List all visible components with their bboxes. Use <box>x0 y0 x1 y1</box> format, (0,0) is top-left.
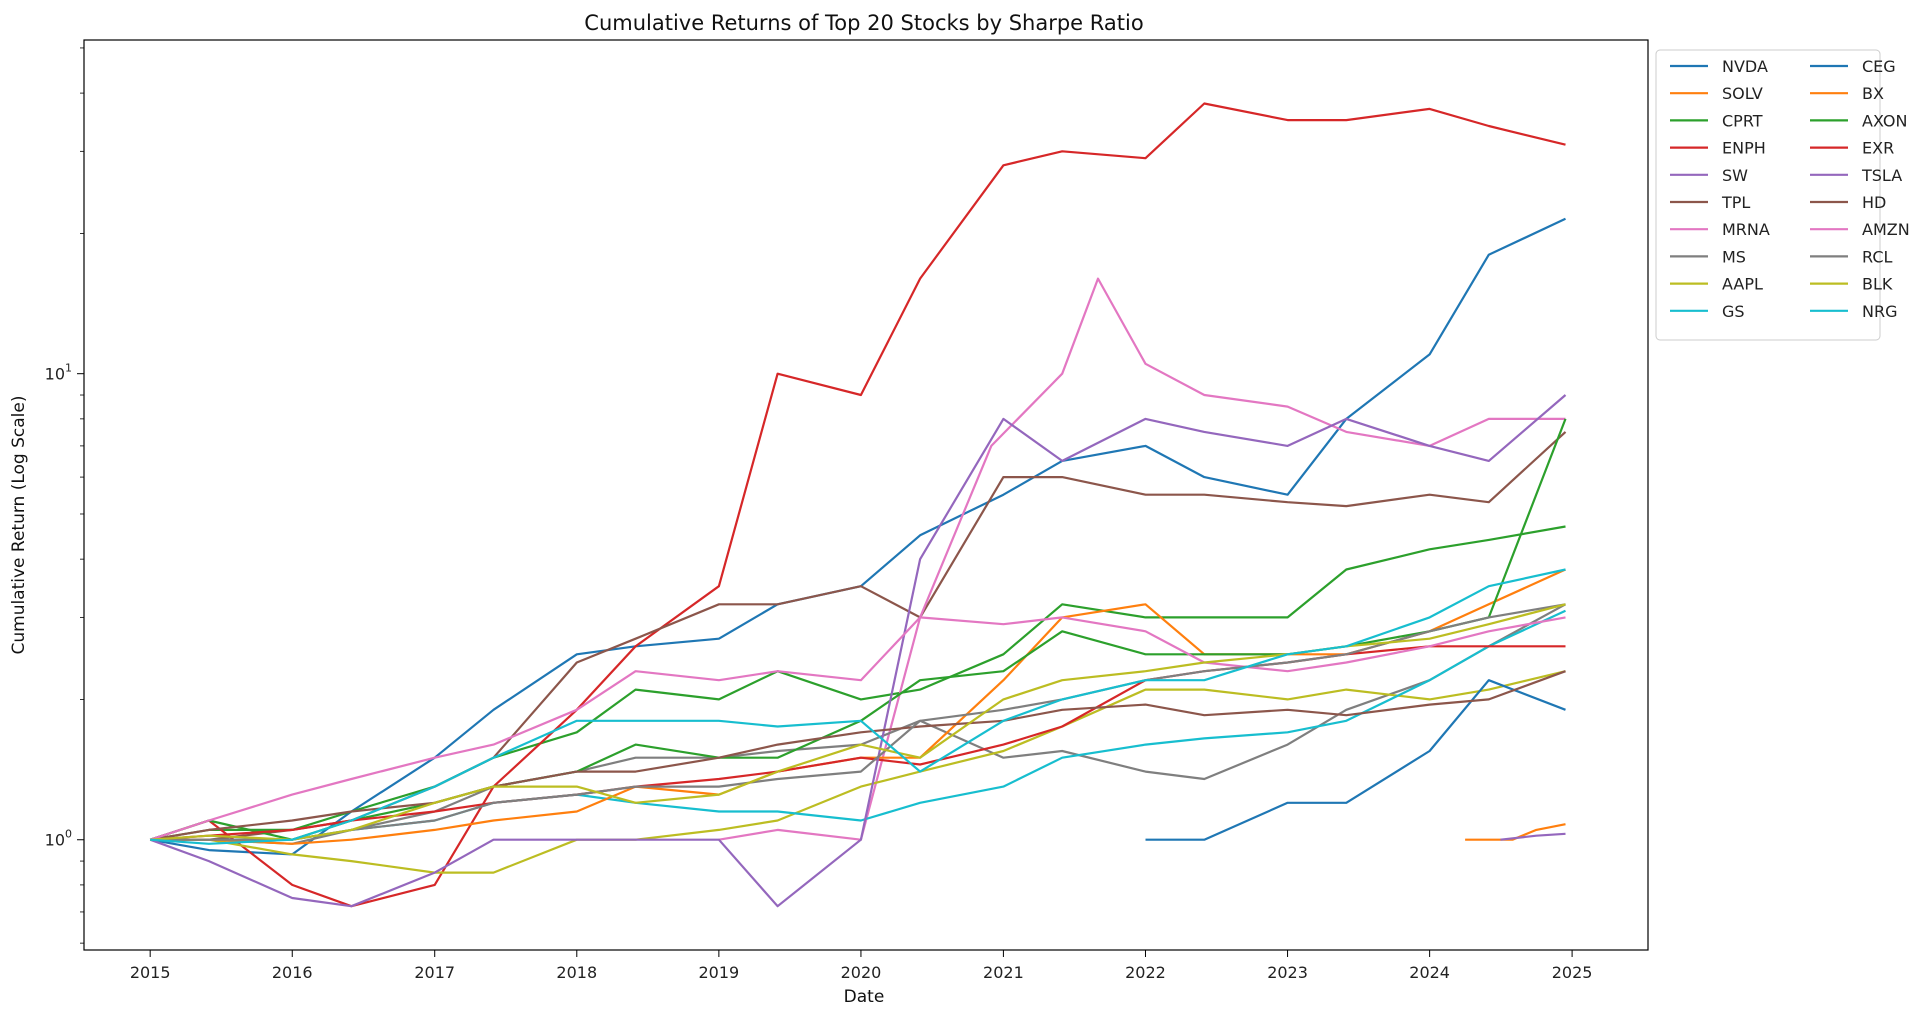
y-axis-title: Cumulative Return (Log Scale) <box>9 395 29 654</box>
chart-title: Cumulative Returns of Top 20 Stocks by S… <box>584 11 1143 35</box>
x-axis: 2015 2016 2017 2018 2019 2020 2021 2022 2023 2024… <box>130 950 1593 982</box>
series-line-hd <box>150 670 1566 841</box>
legend-label-bx: BX <box>1862 84 1884 103</box>
x-axis-title: Date <box>844 987 885 1007</box>
series-line-tsla <box>149 394 1567 908</box>
x-tick-label: 2020 <box>841 963 882 982</box>
legend-label-exr: EXR <box>1862 139 1894 158</box>
y-axis: 100 101 <box>45 47 84 944</box>
legend-label-mrna: MRNA <box>1722 220 1770 239</box>
x-tick-label: 2025 <box>1552 963 1593 982</box>
series-line-amzn <box>149 616 1566 841</box>
plot-area <box>149 102 1567 908</box>
series-line-nrg <box>150 568 1566 845</box>
legend-label-nvda: NVDA <box>1722 57 1768 76</box>
legend-label-ceg: CEG <box>1862 57 1896 76</box>
plot-frame <box>83 39 1649 951</box>
legend-label-nrg: NRG <box>1862 302 1897 321</box>
legend-frame <box>1655 49 1881 341</box>
x-tick-label: 2021 <box>983 963 1024 982</box>
x-tick-label: 2022 <box>1125 963 1166 982</box>
series-line-rcl <box>150 603 1566 841</box>
legend-label-aapl: AAPL <box>1722 275 1763 294</box>
legend-label-amzn: AMZN <box>1862 220 1910 239</box>
series-line-enph <box>149 102 1566 908</box>
x-tick-label: 2016 <box>272 963 313 982</box>
x-tick-label: 2017 <box>414 963 455 982</box>
legend-label-rcl: RCL <box>1862 247 1892 266</box>
series-line-cprt <box>150 525 1566 841</box>
series-line-mrna <box>718 277 1566 841</box>
x-tick-label: 2019 <box>699 963 740 982</box>
legend: NVDA SOLV CPRT ENPH SW TPL MRNA MS AAPL GS CEG BX AX… <box>1655 49 1910 341</box>
y-tick-label: 101 <box>45 362 72 384</box>
x-tick-label: 2024 <box>1409 963 1450 982</box>
legend-label-cprt: CPRT <box>1722 111 1763 130</box>
legend-label-sw: SW <box>1722 166 1748 185</box>
legend-label-hd: HD <box>1862 193 1886 212</box>
legend-label-ms: MS <box>1722 247 1746 266</box>
legend-label-enph: ENPH <box>1722 139 1766 158</box>
series-line-sw <box>1500 832 1566 841</box>
legend-label-tpl: TPL <box>1721 193 1750 212</box>
legend-label-gs: GS <box>1722 302 1745 321</box>
legend-label-solv: SOLV <box>1722 84 1763 103</box>
y-tick-label: 100 <box>45 828 72 850</box>
legend-label-tsla: TSLA <box>1861 166 1902 185</box>
series-line-solv <box>1465 823 1566 841</box>
legend-label-axon: AXON <box>1862 111 1907 130</box>
x-tick-label: 2015 <box>130 963 171 982</box>
series-line-ceg <box>1145 679 1566 841</box>
x-tick-label: 2018 <box>556 963 597 982</box>
legend-label-blk: BLK <box>1862 275 1893 294</box>
series-line-tpl <box>150 431 1567 841</box>
x-tick-label: 2023 <box>1267 963 1308 982</box>
series-line-aapl <box>150 670 1566 874</box>
